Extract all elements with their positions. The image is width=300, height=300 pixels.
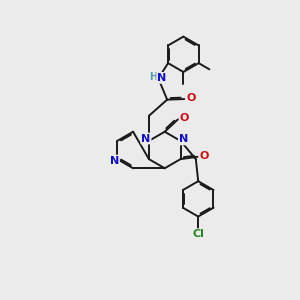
Text: H: H [149,72,157,82]
Text: N: N [179,134,188,144]
Text: O: O [180,113,189,123]
Text: Cl: Cl [192,229,204,239]
Text: N: N [110,156,119,166]
Text: O: O [200,151,209,161]
Text: N: N [141,134,151,143]
Text: N: N [157,73,167,83]
Text: O: O [186,93,195,103]
